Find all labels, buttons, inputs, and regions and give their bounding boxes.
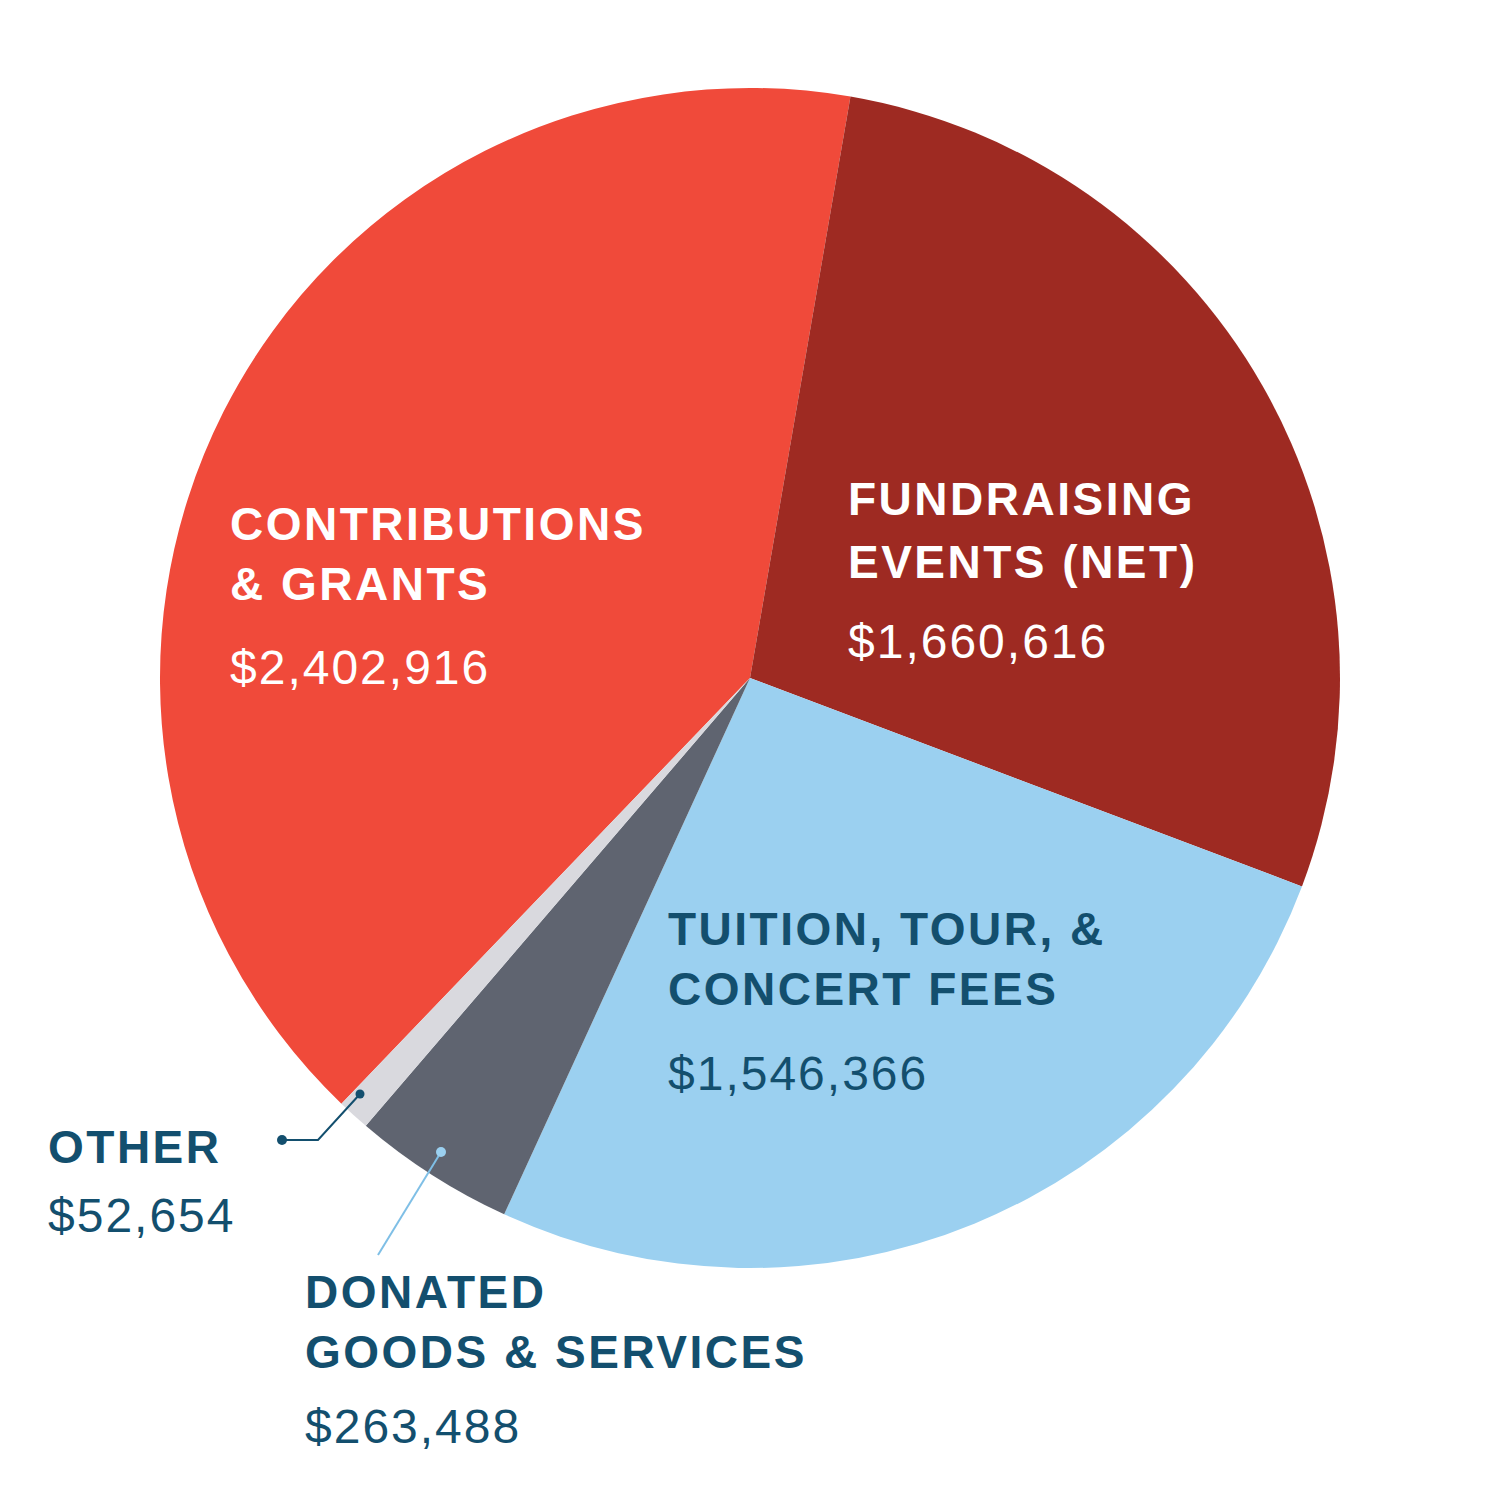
leader-dot	[436, 1147, 446, 1157]
category-label-line: DONATED	[305, 1266, 547, 1318]
leader-line	[282, 1094, 360, 1140]
labels: CONTRIBUTIONS & GRANTS $2,402,916 FUNDRAISI…	[48, 473, 1197, 1453]
category-label-line: OTHER	[48, 1121, 222, 1173]
category-label-line: TUITION, TOUR, &	[668, 903, 1106, 955]
category-label-line: CONCERT FEES	[668, 963, 1058, 1015]
value-label: $52,654	[48, 1189, 236, 1242]
category-label-line: & GRANTS	[230, 558, 490, 610]
value-label: $1,546,366	[668, 1047, 928, 1100]
leader-dot	[356, 1090, 365, 1099]
category-label: CONTRIBUTIONS & GRANTS	[230, 498, 646, 610]
leader-line	[378, 1152, 441, 1255]
value-label: $263,488	[305, 1400, 521, 1453]
category-label-line: EVENTS (NET)	[848, 536, 1197, 588]
category-label-line: CONTRIBUTIONS	[230, 498, 646, 550]
category-label: OTHER	[48, 1121, 222, 1173]
value-label: $2,402,916	[230, 641, 490, 694]
category-label: DONATED GOODS & SERVICES	[305, 1266, 807, 1378]
chart: CONTRIBUTIONS & GRANTS $2,402,916 FUNDRAISI…	[0, 0, 1500, 1500]
value-label: $1,660,616	[848, 615, 1108, 668]
pie	[160, 88, 1340, 1268]
category-label: FUNDRAISING EVENTS (NET)	[848, 473, 1197, 588]
category-label-line: FUNDRAISING	[848, 473, 1195, 525]
category-label: TUITION, TOUR, & CONCERT FEES	[668, 903, 1106, 1015]
pie-slice	[504, 678, 1302, 1268]
category-label-line: GOODS & SERVICES	[305, 1326, 807, 1378]
leader-dot	[277, 1135, 287, 1145]
